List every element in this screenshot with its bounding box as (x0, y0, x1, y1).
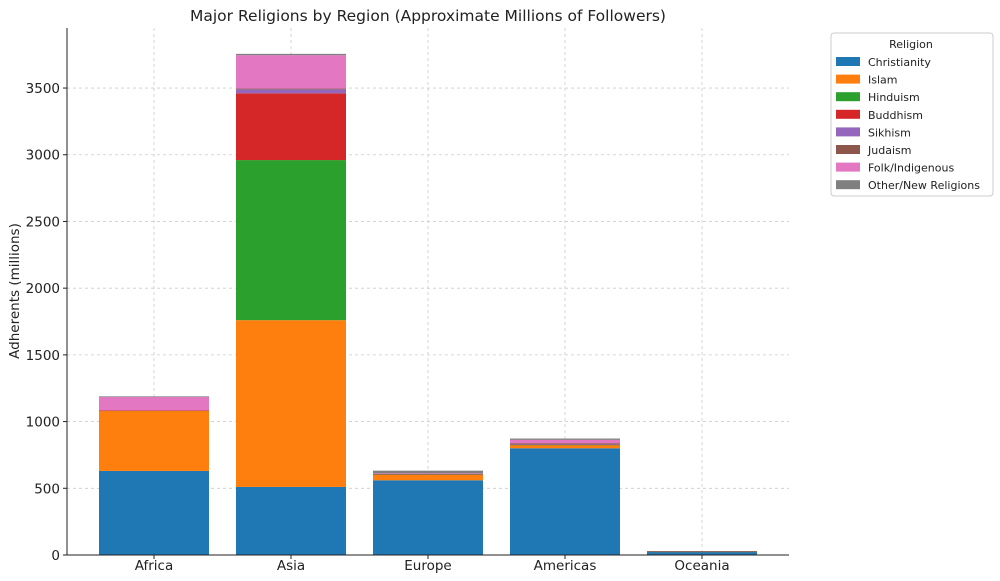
legend-swatch (836, 92, 860, 102)
bar-segment (236, 89, 346, 94)
legend-label: Hinduism (868, 91, 920, 104)
bar-segment (373, 474, 483, 481)
x-tick-label: Africa (135, 558, 174, 574)
bar-segment (373, 480, 483, 555)
y-axis-label: Adherents (millions) (7, 223, 23, 359)
legend-swatch (836, 57, 860, 66)
legend-label: Folk/Indigenous (868, 162, 954, 175)
bar-segment (510, 443, 620, 445)
legend-label: Islam (868, 74, 898, 87)
bar-segment (647, 551, 757, 555)
bar-segment (236, 53, 346, 56)
x-tick-label: Asia (277, 558, 305, 574)
y-tick-label: 1500 (26, 348, 60, 364)
legend-label: Judaism (867, 144, 911, 157)
legend-title: Religion (889, 38, 933, 51)
bar-segment (236, 486, 346, 555)
legend-frame (830, 32, 994, 197)
bar-segment (373, 473, 483, 474)
bar-segment (510, 448, 620, 555)
x-tick-label: Americas (534, 558, 597, 574)
bar-segment (236, 88, 346, 90)
y-tick-label: 0 (51, 548, 60, 564)
bar-segment (236, 320, 346, 487)
bar-segment (647, 550, 757, 552)
bar-segment (236, 93, 346, 161)
bar-segment (99, 470, 209, 555)
bar-segment (99, 397, 209, 411)
legend-label: Sikhism (868, 126, 911, 139)
bar-segment (510, 444, 620, 449)
x-tick-label: Europe (404, 558, 451, 574)
y-tick-label: 500 (34, 481, 60, 497)
bar-segment (510, 444, 620, 446)
bar-segment (99, 410, 209, 411)
legend-label: Other/New Religions (868, 179, 980, 192)
y-tick-label: 2500 (26, 214, 60, 230)
bar-segment (99, 396, 209, 398)
chart-title: Major Religions by Region (Approximate M… (190, 7, 666, 25)
legend-swatch (836, 180, 860, 190)
bar-segment (510, 439, 620, 444)
legend-items: Christianity Islam Hinduism Buddhism Sikhism… (836, 56, 980, 192)
bar-segment (236, 160, 346, 321)
bar-segment (236, 55, 346, 89)
x-tick-label: Oceania (674, 558, 729, 574)
legend-swatch (836, 127, 860, 137)
y-tick-label: 3500 (26, 81, 60, 97)
legend-swatch (836, 162, 860, 172)
y-tick-label: 2000 (26, 281, 60, 297)
legend-swatch (836, 145, 860, 154)
legend-label: Buddhism (868, 109, 923, 122)
bar-segment (510, 438, 620, 440)
bar-segment (99, 410, 209, 471)
axes (63, 28, 789, 559)
y-tick-label: 1000 (26, 415, 60, 431)
y-tick-label: 3000 (26, 148, 60, 164)
bar-segment (510, 443, 620, 444)
legend: Religion Christianity Islam Hinduism Buddhi… (830, 32, 994, 197)
bars-group (99, 53, 757, 555)
legend-label: Christianity (868, 56, 931, 69)
tick-labels: 0 500 1000 1500 2000 2500 3000 3500 Africa Asia Eu… (26, 81, 730, 574)
legend-swatch (836, 74, 860, 84)
bar-segment (373, 470, 483, 474)
legend-swatch (836, 109, 860, 119)
